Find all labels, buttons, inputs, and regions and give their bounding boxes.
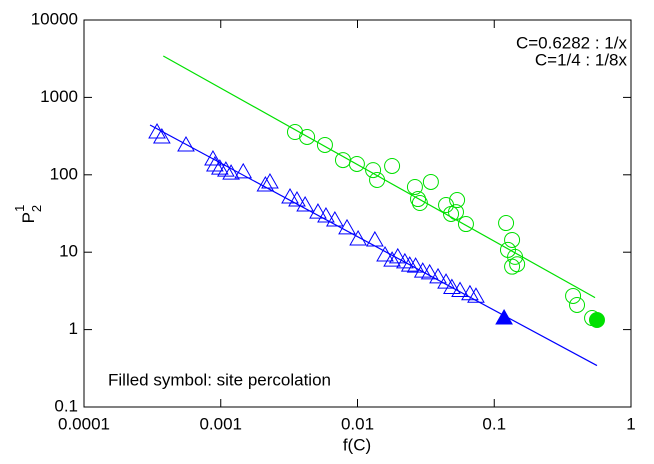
legend-entry: C=1/4 : 1/8x bbox=[535, 50, 628, 69]
triangle-point bbox=[338, 218, 356, 235]
triangle-point bbox=[420, 263, 439, 280]
triangle-point bbox=[325, 210, 344, 227]
legend-entry: C=0.6282 : 1/x bbox=[516, 33, 628, 52]
circle-point bbox=[504, 231, 521, 248]
x-tick-label: 1 bbox=[626, 414, 635, 433]
circle-point bbox=[422, 173, 439, 190]
circle-point bbox=[316, 136, 333, 153]
triangle-point bbox=[296, 196, 314, 212]
y-tick-label: 0.1 bbox=[54, 396, 78, 415]
x-axis-label: f(C) bbox=[343, 435, 371, 454]
triangle-point bbox=[256, 176, 275, 192]
circle-point bbox=[498, 215, 515, 232]
circle-point bbox=[457, 216, 474, 233]
y-label-base: P21 bbox=[12, 205, 44, 224]
triangle-point bbox=[234, 162, 253, 179]
y-label-sub: 2 bbox=[29, 205, 44, 212]
triangle-point bbox=[400, 256, 419, 272]
triangle-point bbox=[281, 188, 299, 204]
triangle-point bbox=[451, 281, 469, 298]
circle-point bbox=[588, 312, 605, 329]
x-tick-label: 0.01 bbox=[341, 414, 374, 433]
triangle-point bbox=[288, 191, 306, 207]
circle-point bbox=[569, 296, 586, 313]
fit-line bbox=[162, 55, 596, 299]
y-tick-label: 10000 bbox=[31, 9, 78, 28]
triangle-point bbox=[222, 164, 240, 180]
circle-point bbox=[504, 258, 521, 275]
circle-point bbox=[410, 191, 427, 208]
triangle-point bbox=[461, 284, 479, 301]
circle-point bbox=[365, 162, 382, 179]
triangle-point bbox=[366, 230, 384, 247]
triangle-point bbox=[309, 203, 327, 219]
circle-point bbox=[411, 195, 428, 212]
circle-point bbox=[384, 157, 401, 174]
annotation: Filled symbol: site percolation bbox=[108, 370, 331, 389]
y-tick-label: 1 bbox=[69, 319, 78, 338]
x-tick-label: 0.0001 bbox=[58, 414, 110, 433]
circle-point bbox=[299, 128, 316, 145]
circle-point bbox=[286, 124, 303, 141]
triangle-point bbox=[349, 230, 367, 246]
triangle-point bbox=[429, 267, 447, 284]
circle-point bbox=[565, 287, 582, 304]
triangle-point bbox=[495, 309, 513, 325]
x-tick-label: 0.1 bbox=[482, 414, 506, 433]
triangle-point bbox=[467, 287, 485, 303]
triangle-point bbox=[204, 149, 222, 166]
x-tick-label: 0.001 bbox=[199, 414, 242, 433]
triangle-point bbox=[261, 172, 279, 189]
y-axis-label: P21 bbox=[12, 205, 44, 224]
plot-frame bbox=[83, 19, 632, 408]
circle-point bbox=[348, 155, 365, 172]
triangle-point bbox=[406, 257, 425, 273]
triangle-point bbox=[217, 161, 235, 177]
y-label-p: P bbox=[19, 212, 38, 223]
triangle-point bbox=[210, 159, 229, 175]
circle-point bbox=[507, 248, 524, 265]
triangle-point bbox=[383, 251, 401, 267]
circle-point bbox=[447, 204, 464, 221]
triangle-point bbox=[177, 135, 195, 152]
triangle-point bbox=[206, 155, 224, 172]
circle-point bbox=[369, 171, 386, 188]
y-tick-label: 1000 bbox=[40, 87, 78, 106]
triangle-point bbox=[317, 206, 335, 223]
y-tick-label: 10 bbox=[59, 242, 78, 261]
triangle-point bbox=[396, 252, 414, 269]
triangle-point bbox=[443, 278, 461, 294]
triangle-point bbox=[376, 245, 394, 262]
circle-point bbox=[449, 192, 466, 209]
triangle-point bbox=[388, 247, 407, 264]
circle-point bbox=[406, 178, 423, 195]
triangle-point bbox=[437, 273, 455, 289]
triangle-point bbox=[153, 127, 171, 144]
y-label-sup: 1 bbox=[12, 205, 27, 212]
y-tick-label: 100 bbox=[50, 164, 78, 183]
